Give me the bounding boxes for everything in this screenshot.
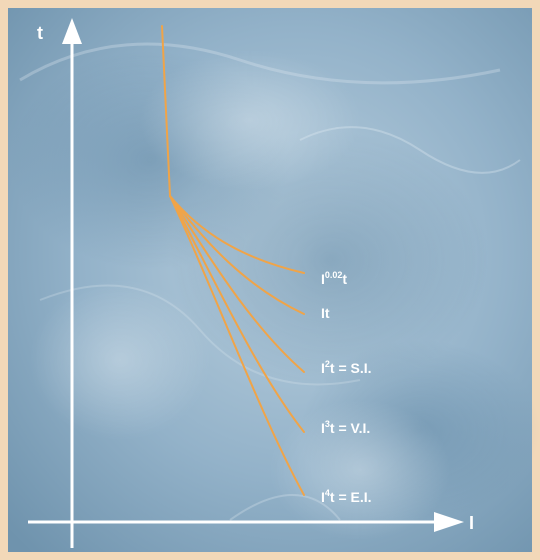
- label-i002t-tail: t: [342, 271, 348, 287]
- label-i002t: I0.02t: [321, 270, 348, 287]
- label-i4t-sup: 4: [324, 488, 330, 498]
- y-axis-arrow: [62, 18, 82, 44]
- label-i002t-sup: 0.02: [324, 270, 343, 280]
- curve-stem: [161, 25, 171, 197]
- label-i2t: I2t = S.I.: [321, 359, 372, 376]
- x-axis-arrow: [434, 512, 464, 532]
- label-i002t-base: I: [321, 271, 325, 287]
- label-i2t-base: I: [321, 360, 325, 376]
- label-i4t-tail: t = E.I.: [329, 489, 372, 505]
- label-i3t: I3t = V.I.: [321, 419, 371, 436]
- label-i2t-sup: 2: [324, 359, 330, 369]
- curve-i2t: [169, 195, 305, 373]
- curve-i3t: [169, 195, 305, 433]
- x-axis-label: I: [469, 513, 475, 533]
- axes: [28, 40, 444, 548]
- label-it: It: [321, 306, 330, 320]
- label-i2t-tail: t = S.I.: [329, 360, 372, 376]
- label-i3t-base: I: [321, 420, 325, 436]
- y-axis-label: t: [37, 23, 43, 43]
- curve-it: [169, 195, 305, 315]
- label-it-base: It: [321, 305, 330, 321]
- label-i3t-sup: 3: [324, 419, 330, 429]
- curve-group: [161, 25, 305, 496]
- label-i4t-base: I: [321, 489, 325, 505]
- curve-i002t: [169, 195, 305, 274]
- label-i4t: I4t = E.I.: [321, 488, 372, 505]
- background-texture: [10, 42, 540, 540]
- curve-i4t: [169, 195, 305, 496]
- label-i3t-tail: t = V.I.: [329, 420, 371, 436]
